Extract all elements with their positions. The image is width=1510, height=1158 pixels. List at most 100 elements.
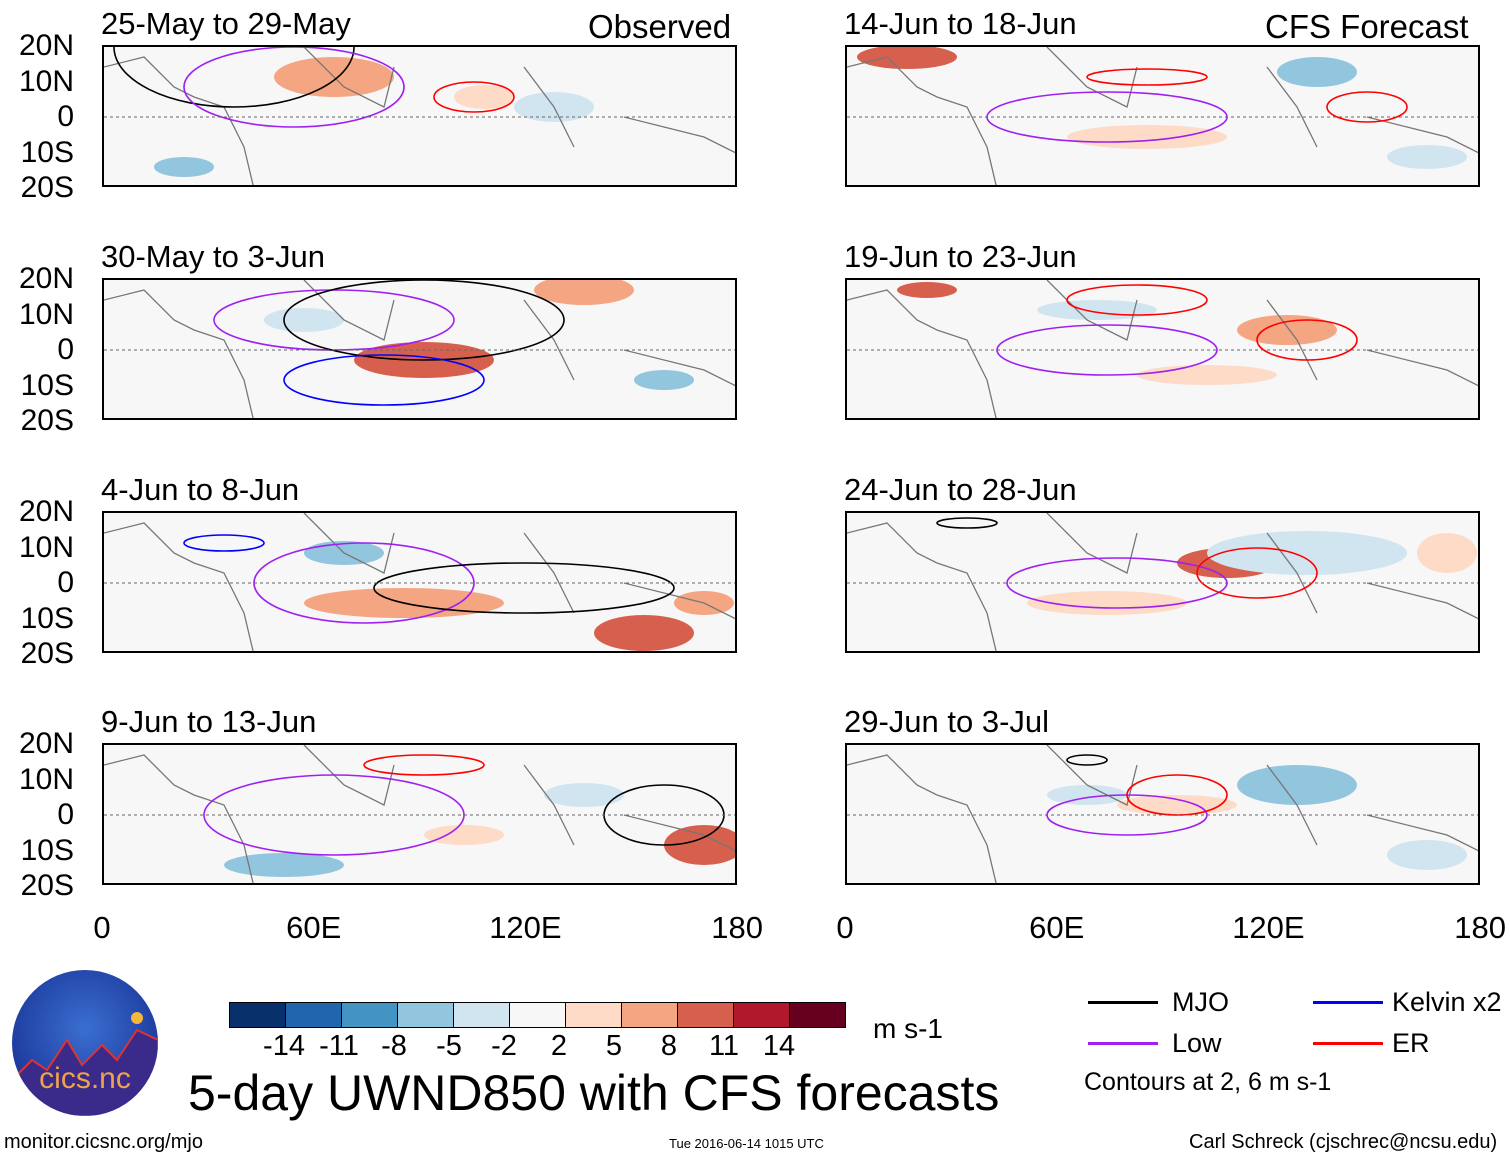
y-tick-label: 10S	[20, 833, 74, 867]
anomaly-shading	[634, 370, 694, 390]
legend-mjo-line	[1088, 1001, 1158, 1004]
panel-date-range: 30-May to 3-Jun	[101, 239, 325, 274]
anomaly-shading	[1027, 591, 1187, 615]
colorbar-swatch	[510, 1003, 566, 1027]
coastline	[847, 47, 1478, 185]
anomaly-shading	[897, 282, 957, 298]
contour-line	[433, 81, 515, 113]
y-tick-label: 0	[57, 333, 74, 366]
coastline	[847, 513, 1478, 651]
figure-title: 5-day UWND850 with CFS forecasts	[188, 1065, 1000, 1121]
colorbar-swatch	[398, 1003, 454, 1027]
colorbar-label: -11	[319, 1030, 359, 1062]
panel-date-range: 29-Jun to 3-Jul	[844, 704, 1050, 739]
colorbar-label: -5	[436, 1030, 462, 1062]
cics-logo: cics.nc	[12, 970, 158, 1116]
legend-er-line	[1313, 1042, 1383, 1045]
coastline	[847, 280, 1478, 418]
contour-line	[1326, 91, 1408, 123]
y-tick-label: 0	[57, 798, 74, 831]
colorbar-swatch	[622, 1003, 678, 1027]
contour-line	[373, 562, 675, 614]
map-panel	[102, 511, 737, 653]
contour-line	[1256, 319, 1358, 361]
map-panel	[845, 278, 1480, 420]
anomaly-shading	[1207, 531, 1407, 575]
anomaly-shading	[454, 85, 514, 109]
panel-date-range: 4-Jun to 8-Jun	[101, 472, 300, 507]
contour-line	[1066, 284, 1208, 316]
y-tick-label: 10N	[18, 297, 74, 331]
y-tick-label: 20S	[20, 171, 74, 204]
panel-date-range: 25-May to 29-May	[101, 6, 351, 41]
colorbar-swatch	[678, 1003, 734, 1027]
legend-kelvin-line	[1313, 1001, 1383, 1004]
colorbar	[229, 1002, 846, 1028]
x-tick-label: 120E	[489, 910, 562, 945]
legend-er-label: ER	[1392, 1028, 1430, 1058]
legend-low-line	[1088, 1042, 1158, 1045]
anomaly-shading	[1417, 533, 1477, 573]
map-panel	[845, 511, 1480, 653]
x-tick-label: 120E	[1232, 910, 1305, 945]
footer-url: monitor.cicsnc.org/mjo	[4, 1131, 203, 1153]
contour-line	[283, 280, 565, 361]
contour-line	[363, 754, 485, 776]
colorbar-label: 5	[605, 1030, 623, 1062]
anomaly-shading	[224, 853, 344, 877]
coastline	[104, 280, 735, 418]
colorbar-swatch	[790, 1003, 845, 1027]
coastline	[104, 47, 735, 185]
colorbar-swatch	[566, 1003, 622, 1027]
footer-timestamp: Tue 2016-06-14 1015 UTC	[669, 1136, 824, 1151]
colorbar-swatch	[286, 1003, 342, 1027]
y-tick-label: 10N	[18, 64, 74, 98]
anomaly-shading	[154, 157, 214, 177]
contour-line	[1066, 754, 1108, 766]
x-tick-label: 0	[93, 910, 111, 945]
contour-line	[936, 517, 998, 529]
panel-date-range: 9-Jun to 13-Jun	[101, 704, 317, 739]
colorbar-units: m s-1	[873, 1013, 943, 1044]
map-panel	[845, 45, 1480, 187]
y-tick-label: 0	[57, 100, 74, 133]
coastline	[104, 513, 735, 651]
contour-line	[183, 47, 405, 128]
map-panel	[102, 45, 737, 187]
legend-kelvin-label: Kelvin x2	[1392, 987, 1502, 1017]
anomaly-shading	[1277, 57, 1357, 87]
map-panel	[102, 743, 737, 885]
panel-date-range: 19-Jun to 23-Jun	[844, 239, 1077, 274]
y-tick-label: 10N	[18, 762, 74, 796]
contour-line	[283, 354, 485, 406]
anomaly-shading	[857, 47, 957, 69]
legend-mjo-label: MJO	[1172, 987, 1229, 1017]
colorbar-label: 11	[708, 1030, 740, 1062]
colorbar-swatch	[454, 1003, 510, 1027]
anomaly-shading	[1137, 365, 1277, 385]
colorbar-label: 14	[762, 1030, 796, 1062]
map-panel	[102, 278, 737, 420]
anomaly-shading	[424, 825, 504, 845]
x-tick-label: 180	[1454, 910, 1506, 945]
y-tick-label: 0	[57, 566, 74, 599]
map-panel	[845, 743, 1480, 885]
anomaly-shading	[544, 783, 624, 807]
anomaly-shading	[1387, 145, 1467, 169]
panel-date-range: 24-Jun to 28-Jun	[844, 472, 1077, 507]
legend-low-label: Low	[1172, 1028, 1222, 1058]
panel-date-range: 14-Jun to 18-Jun	[844, 6, 1077, 41]
colorbar-label: 8	[660, 1030, 678, 1062]
contour-line	[1196, 547, 1318, 599]
y-tick-label: 10S	[20, 368, 74, 402]
footer-author: Carl Schreck (cjschrec@ncsu.edu)	[1189, 1131, 1498, 1153]
anomaly-shading	[1067, 125, 1227, 149]
y-tick-label: 20N	[18, 29, 74, 62]
x-tick-label: 60E	[286, 910, 342, 945]
anomaly-shading	[1387, 840, 1467, 870]
observed-header: Observed	[588, 8, 732, 45]
anomaly-shading	[1237, 765, 1357, 805]
y-tick-label: 10N	[18, 530, 74, 564]
colorbar-label: -14	[263, 1030, 305, 1062]
anomaly-shading	[1237, 315, 1337, 345]
